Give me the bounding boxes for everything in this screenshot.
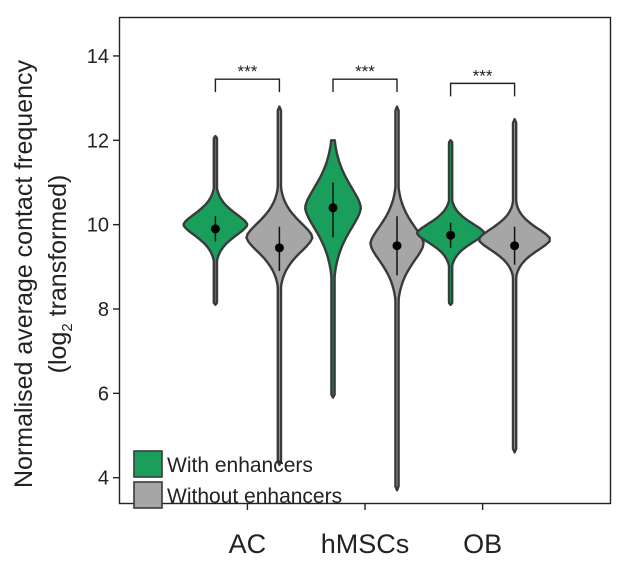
violin-ac-without xyxy=(245,105,314,467)
y-tick-label: 6 xyxy=(98,383,109,405)
violin-ob-without xyxy=(478,118,551,454)
violin-hmscs-with xyxy=(304,139,362,399)
x-tick-label: OB xyxy=(463,529,502,559)
legend-label: Without enhancers xyxy=(167,485,342,508)
median-point-ob-without xyxy=(510,241,520,251)
y-axis-label-line2-post: transformed) xyxy=(44,175,72,324)
y-tick-label: 4 xyxy=(98,468,109,490)
legend-swatch-without xyxy=(133,481,163,509)
median-point-hmscs-with xyxy=(328,203,338,213)
median-point-ac-without xyxy=(274,243,284,253)
median-point-ob-with xyxy=(446,230,456,240)
y-axis-label-line2-pre: (log xyxy=(44,332,72,374)
y-tick-label: 10 xyxy=(87,215,109,237)
x-tick-label: hMSCs xyxy=(321,529,410,559)
significance-label: *** xyxy=(237,62,257,81)
y-axis-ticks: 4 6 8 10 12 14 xyxy=(87,46,120,490)
svg-text:(log2 transformed): (log2 transformed) xyxy=(44,175,76,374)
significance-label: *** xyxy=(473,66,493,85)
legend-swatch-with xyxy=(133,450,163,478)
y-axis-label: Normalised average contact frequency (lo… xyxy=(10,60,76,489)
legend-label: With enhancers xyxy=(167,454,313,477)
violins xyxy=(182,105,551,492)
violin-hmscs-without xyxy=(369,105,425,492)
y-tick-label: 8 xyxy=(98,299,109,321)
significance-bracket xyxy=(214,78,281,93)
y-axis-label-line1: Normalised average contact frequency xyxy=(10,60,38,489)
significance-brackets: *** *** *** xyxy=(214,62,516,97)
legend: With enhancers Without enhancers xyxy=(133,450,342,509)
x-tick-label: AC xyxy=(229,529,267,559)
significance-bracket xyxy=(449,82,516,97)
y-tick-label: 12 xyxy=(87,130,109,152)
y-axis-label-subscript: 2 xyxy=(59,323,76,331)
median-point-ac-with xyxy=(210,224,220,234)
median-point-hmscs-without xyxy=(392,241,402,251)
y-tick-label: 14 xyxy=(87,46,109,68)
x-axis-ticks: AC hMSCs OB xyxy=(229,503,502,559)
svg-text:Normalised average contact fre: Normalised average contact frequency xyxy=(10,60,38,489)
plot-border xyxy=(118,16,612,505)
significance-bracket xyxy=(332,78,398,93)
significance-label: *** xyxy=(355,62,375,81)
